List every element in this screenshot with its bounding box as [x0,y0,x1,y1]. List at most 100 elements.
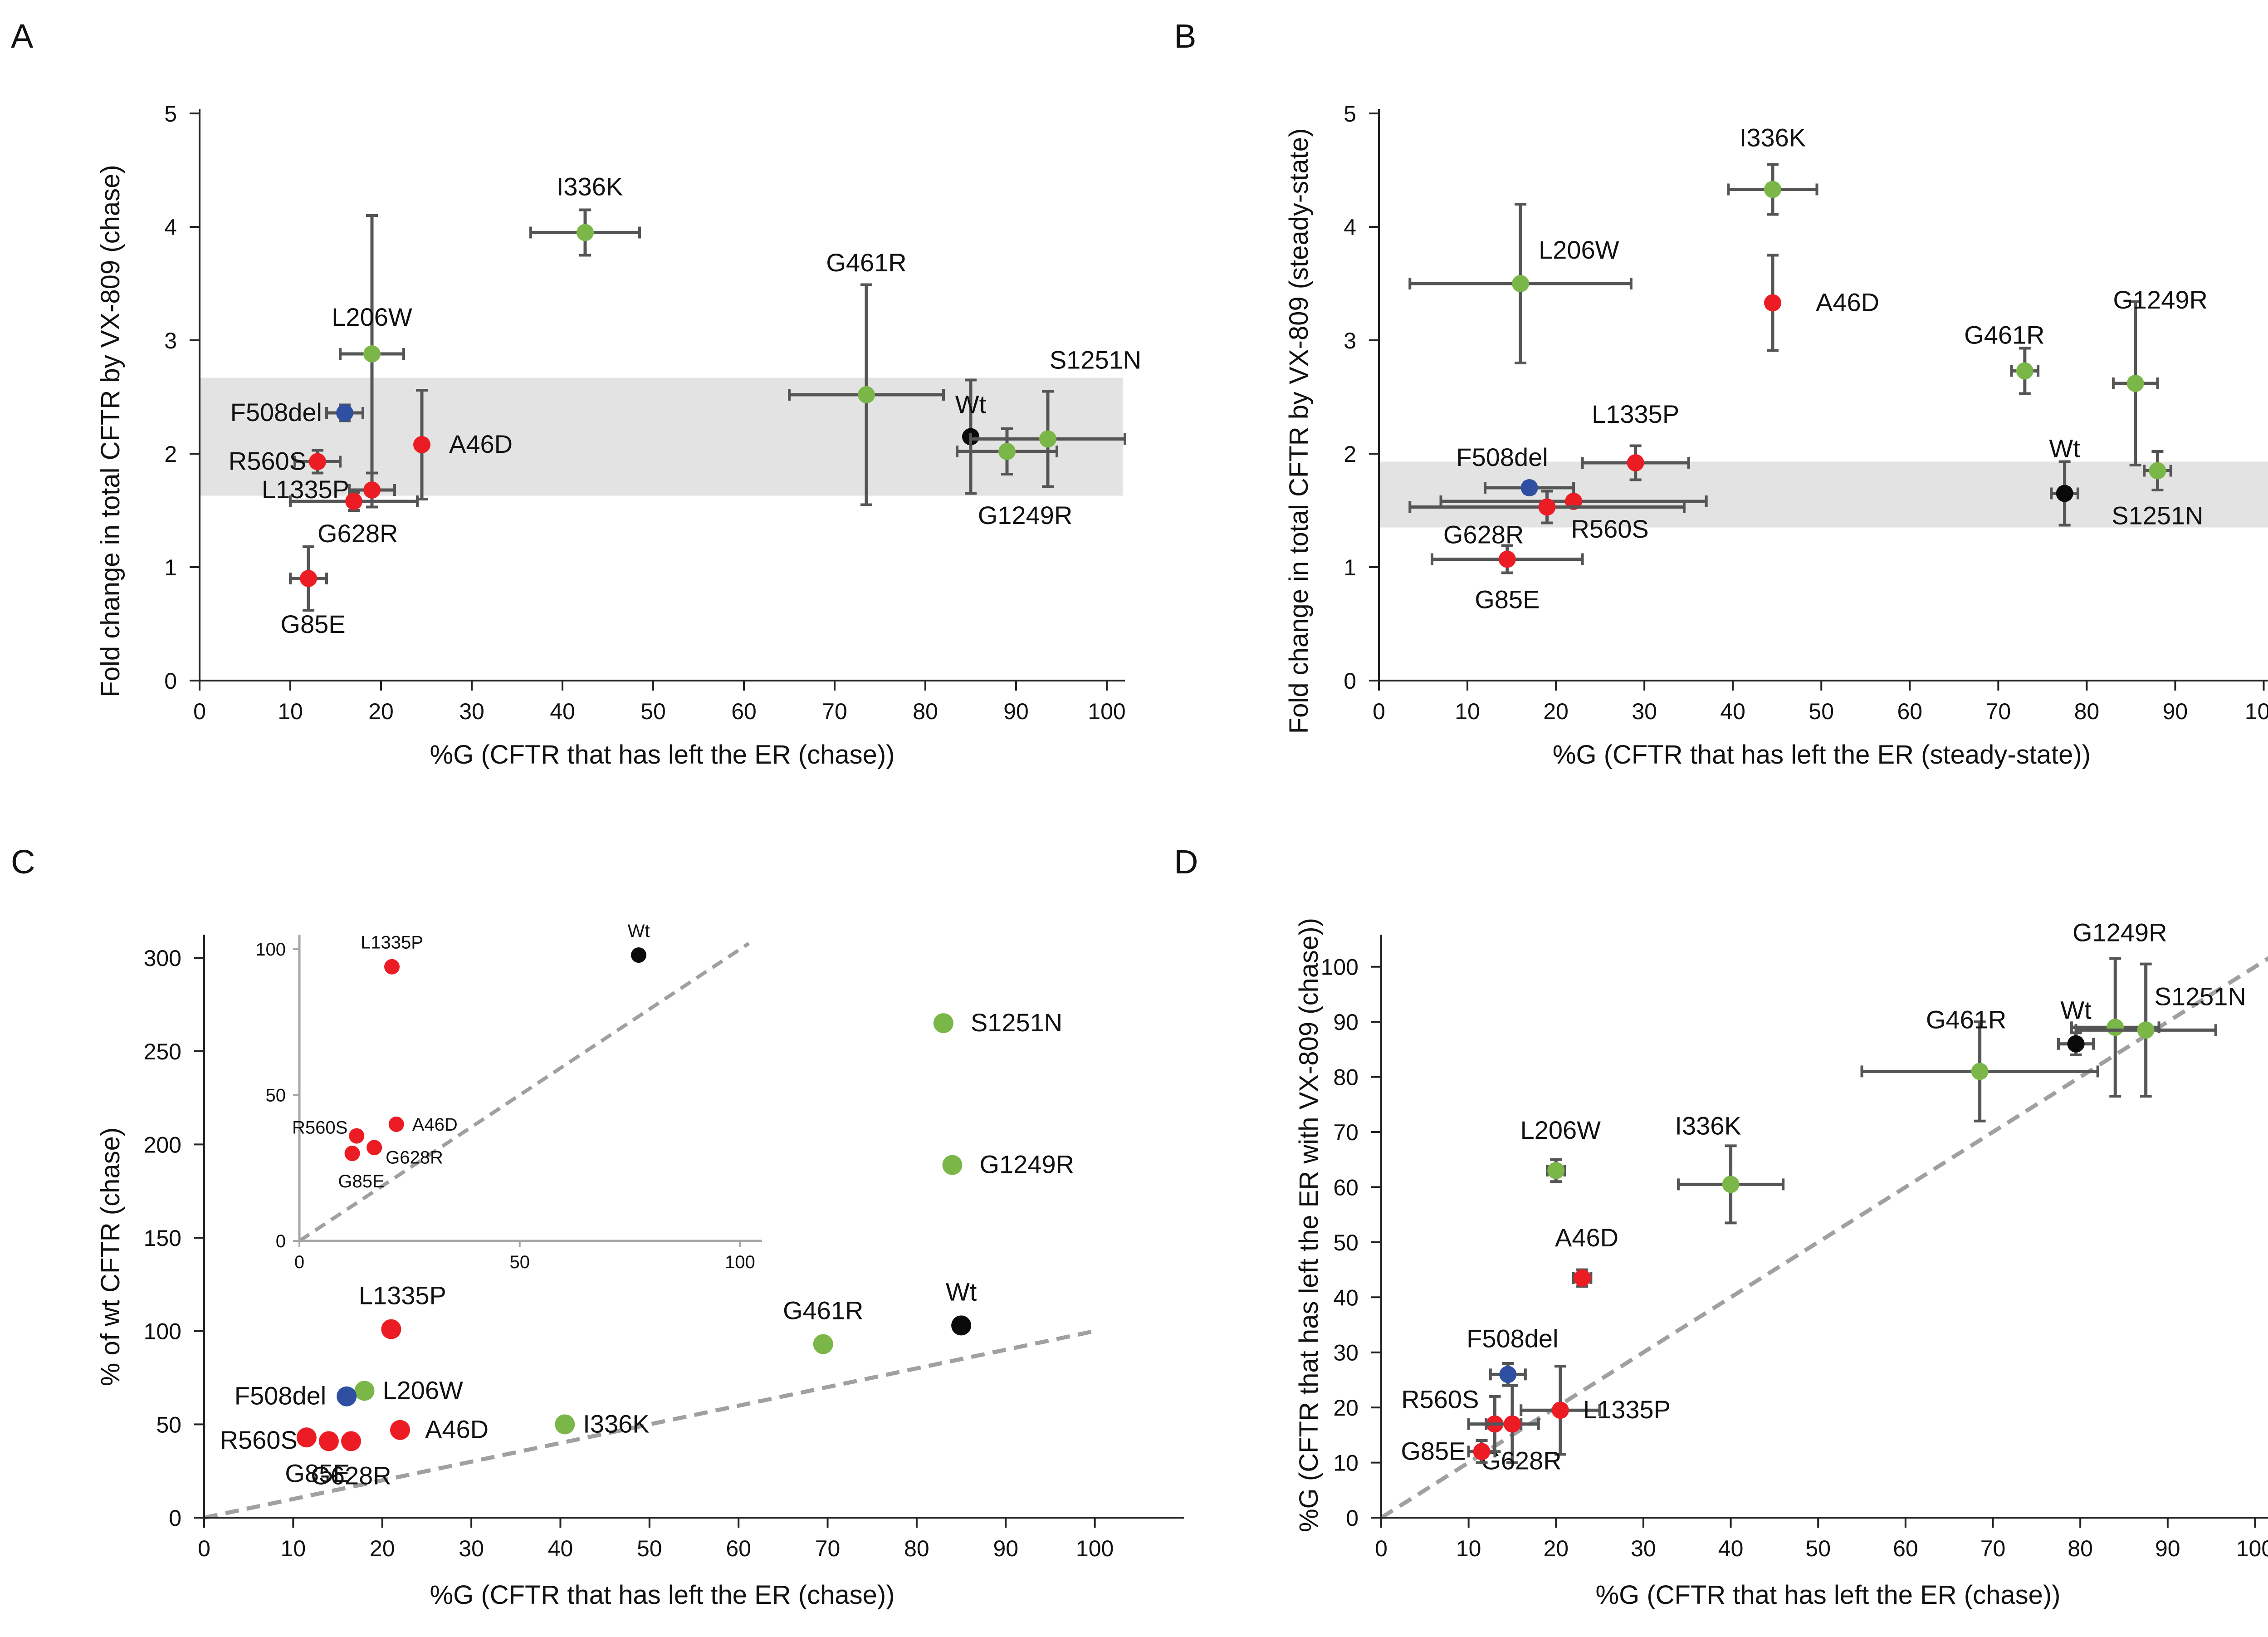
x-axis-title: %G (CFTR that has left the ER (chase)) [430,740,895,769]
x-tick-label: 30 [1632,699,1657,724]
inset-data-point-l1335p [384,959,400,975]
x-tick-label: 0 [1373,699,1385,724]
x-tick-label: 20 [370,1536,395,1561]
panel-letter: C [11,843,35,881]
y-tick-label: 0 [1346,1505,1359,1531]
y-tick-label: 70 [1333,1120,1359,1145]
data-point-g461r [1971,1063,1989,1080]
point-label-r560s: R560S [1571,515,1648,543]
data-point-wt [2056,485,2073,502]
point-label-l1335p: L1335P [1583,1395,1671,1424]
data-point-l206w [354,1381,375,1401]
x-tick-label: 60 [726,1536,751,1561]
y-tick-label: 60 [1333,1175,1359,1200]
y-tick-label: 1 [164,555,177,580]
y-tick-label: 0 [164,668,177,694]
data-point-g461r [813,1334,833,1354]
y-tick-label: 40 [1333,1285,1359,1310]
point-label-l206w: L206W [382,1376,463,1404]
inset-y-tick-label: 0 [276,1231,286,1251]
point-label-g461r: G461R [826,248,906,277]
point-label-f508del: F508del [1456,443,1548,471]
inset-data-point-g628r [367,1140,382,1156]
x-axis-title: %G (CFTR that has left the ER (chase)) [430,1580,895,1610]
point-label-a46d: A46D [449,430,513,458]
data-point-g1249r [2126,375,2144,392]
y-axis-title: Fold change in total CFTR by VX-809 (cha… [96,165,125,697]
x-axis-title: %G (CFTR that has left the ER (chase)) [1596,1580,2061,1610]
data-point-f508del [1520,479,1538,496]
x-tick-label: 60 [731,699,757,724]
x-tick-label: 40 [1718,1536,1744,1561]
point-label-g461r: G461R [1964,321,2044,349]
data-point-g85e [1498,550,1516,568]
point-label-s1251n: S1251N [2112,501,2203,530]
x-axis-title: %G (CFTR that has left the ER (steady-st… [1553,740,2091,769]
inset-point-label-g85e: G85E [338,1171,384,1191]
point-label-wt: Wt [946,1277,977,1306]
point-label-f508del: F508del [235,1382,326,1410]
x-tick-label: 80 [2074,699,2100,724]
y-tick-label: 0 [169,1505,181,1531]
data-point-g85e [300,570,317,587]
x-tick-label: 80 [913,699,938,724]
data-point-s1251n [2137,1021,2155,1039]
point-label-a46d: A46D [1555,1223,1618,1252]
y-tick-label: 2 [1344,441,1356,467]
point-label-g85e: G85E [280,610,345,638]
point-label-f508del: F508del [1466,1324,1558,1353]
panel-letter: B [1174,17,1196,55]
point-label-g628r: G628R [311,1461,391,1490]
y-tick-label: 100 [1321,955,1359,980]
point-label-l206w: L206W [332,303,412,331]
x-tick-label: 30 [459,699,484,724]
point-label-g1249r: G1249R [2072,918,2167,946]
point-label-a46d: A46D [1816,288,1879,317]
x-tick-label: 90 [1003,699,1029,724]
inset-point-label-l1335p: L1335P [361,933,423,953]
point-label-l1335p: L1335P [359,1281,446,1310]
data-point-wt [2067,1035,2085,1053]
inset-data-point-a46d [388,1116,404,1132]
y-axis-title: %G (CFTR that has left the ER with VX-80… [1294,918,1324,1532]
data-point-g628r [345,493,362,510]
y-tick-label: 200 [144,1132,181,1157]
data-point-a46d [413,436,430,453]
y-tick-label: 5 [1344,101,1356,127]
x-tick-label: 40 [548,1536,573,1561]
x-tick-label: 100 [2245,699,2268,724]
data-point-r560s [309,453,326,471]
point-label-r560s: R560S [1401,1385,1479,1414]
x-tick-label: 40 [1720,699,1745,724]
point-label-s1251n: S1251N [2154,982,2246,1010]
x-tick-label: 0 [193,699,206,724]
data-point-i336k [577,224,594,241]
data-point-l206w [1547,1162,1565,1179]
data-point-g628r [1503,1415,1521,1433]
x-tick-label: 10 [1456,1536,1481,1561]
y-tick-label: 150 [144,1225,181,1251]
data-point-g1249r [942,1155,963,1175]
x-tick-label: 100 [1088,699,1125,724]
point-label-l1335p: L1335P [1592,400,1679,428]
point-label-wt: Wt [2049,434,2080,463]
x-tick-label: 70 [815,1536,841,1561]
point-label-g628r: G628R [318,519,398,548]
x-tick-label: 40 [550,699,575,724]
y-tick-label: 300 [144,946,181,971]
x-tick-label: 10 [1455,699,1480,724]
inset-x-tick-label: 100 [725,1252,755,1272]
y-tick-label: 50 [156,1412,181,1437]
x-tick-label: 20 [1543,1536,1569,1561]
x-tick-label: 10 [281,1536,306,1561]
data-point-i336k [555,1414,575,1435]
inset-x-tick-label: 50 [509,1252,530,1272]
y-tick-label: 250 [144,1039,181,1064]
panel-letter: D [1174,843,1198,881]
y-tick-label: 3 [164,328,177,353]
point-label-g85e: G85E [1475,585,1540,614]
data-point-g85e [1473,1443,1491,1461]
point-label-i336k: I336K [557,172,623,201]
point-label-l206w: L206W [1539,235,1619,264]
